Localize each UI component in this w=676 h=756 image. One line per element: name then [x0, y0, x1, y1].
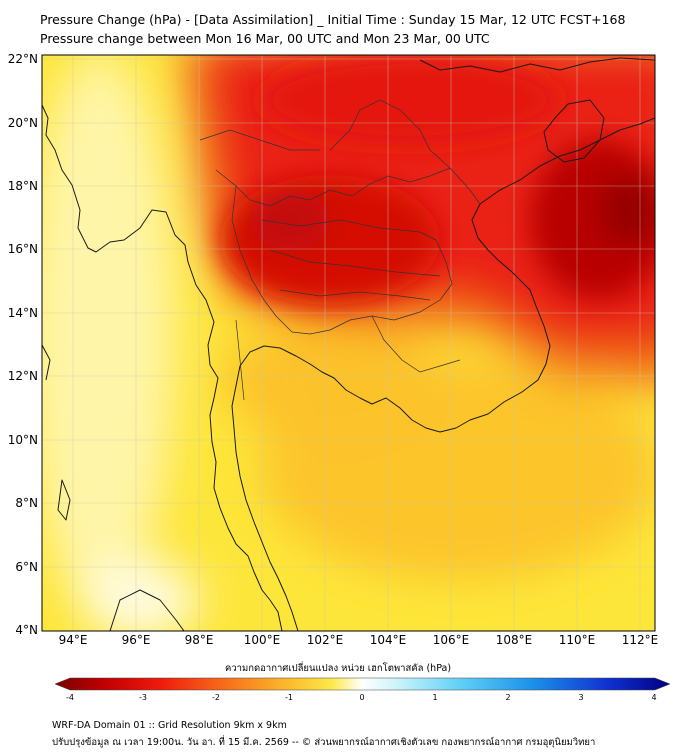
colorbar-tick: -1	[285, 693, 293, 702]
colorbar-tick: -2	[212, 693, 220, 702]
colorbar-tick: 4	[651, 693, 657, 702]
lat-label: 16°N	[7, 242, 38, 256]
gridlines	[42, 55, 655, 631]
colorbar-tick: 1	[432, 693, 438, 702]
lon-label: 96°E	[121, 633, 151, 647]
footer-update-info: ปรับปรุงข้อมูล ณ เวลา 19:00น. วัน อา. ที…	[52, 737, 596, 748]
lon-label: 108°E	[495, 633, 533, 647]
lon-label: 100°E	[243, 633, 281, 647]
lon-label: 104°E	[369, 633, 407, 647]
map-frame	[41, 54, 656, 632]
colorbar-title: ความกดอากาศเปลี่ยนแปลง หน่วย เฮกโตพาสคัล…	[224, 663, 452, 674]
lat-label: 18°N	[7, 179, 38, 193]
lon-label: 106°E	[432, 633, 470, 647]
lon-label: 110°E	[558, 633, 596, 647]
chart-subtitle: Pressure change between Mon 16 Mar, 00 U…	[40, 31, 490, 46]
borders	[199, 99, 481, 401]
lat-label: 10°N	[7, 433, 38, 447]
lat-label: 12°N	[7, 369, 38, 383]
lon-label: 98°E	[184, 633, 214, 647]
lat-label: 8°N	[15, 496, 38, 510]
lon-label: 94°E	[58, 633, 88, 647]
lat-label: 6°N	[15, 560, 38, 574]
colorbar-tick: -4	[66, 693, 74, 702]
lon-label: 102°E	[306, 633, 344, 647]
lat-label: 20°N	[7, 116, 38, 130]
footer-model-info: WRF-DA Domain 01 :: Grid Resolution 9km …	[52, 720, 287, 731]
lat-label: 4°N	[15, 623, 38, 637]
colorbar-tick: 3	[578, 693, 584, 702]
lon-label: 112°E	[621, 633, 659, 647]
colorbar-tick: -3	[139, 693, 147, 702]
pressure-field	[42, 55, 655, 631]
colorbar-tick: 0	[359, 693, 365, 702]
colorbar-tick: 2	[505, 693, 511, 702]
lat-label: 14°N	[7, 306, 38, 320]
lat-label: 22°N	[7, 52, 38, 66]
colorbar-bar	[54, 677, 671, 691]
chart-title: Pressure Change (hPa) - [Data Assimilati…	[40, 12, 626, 27]
